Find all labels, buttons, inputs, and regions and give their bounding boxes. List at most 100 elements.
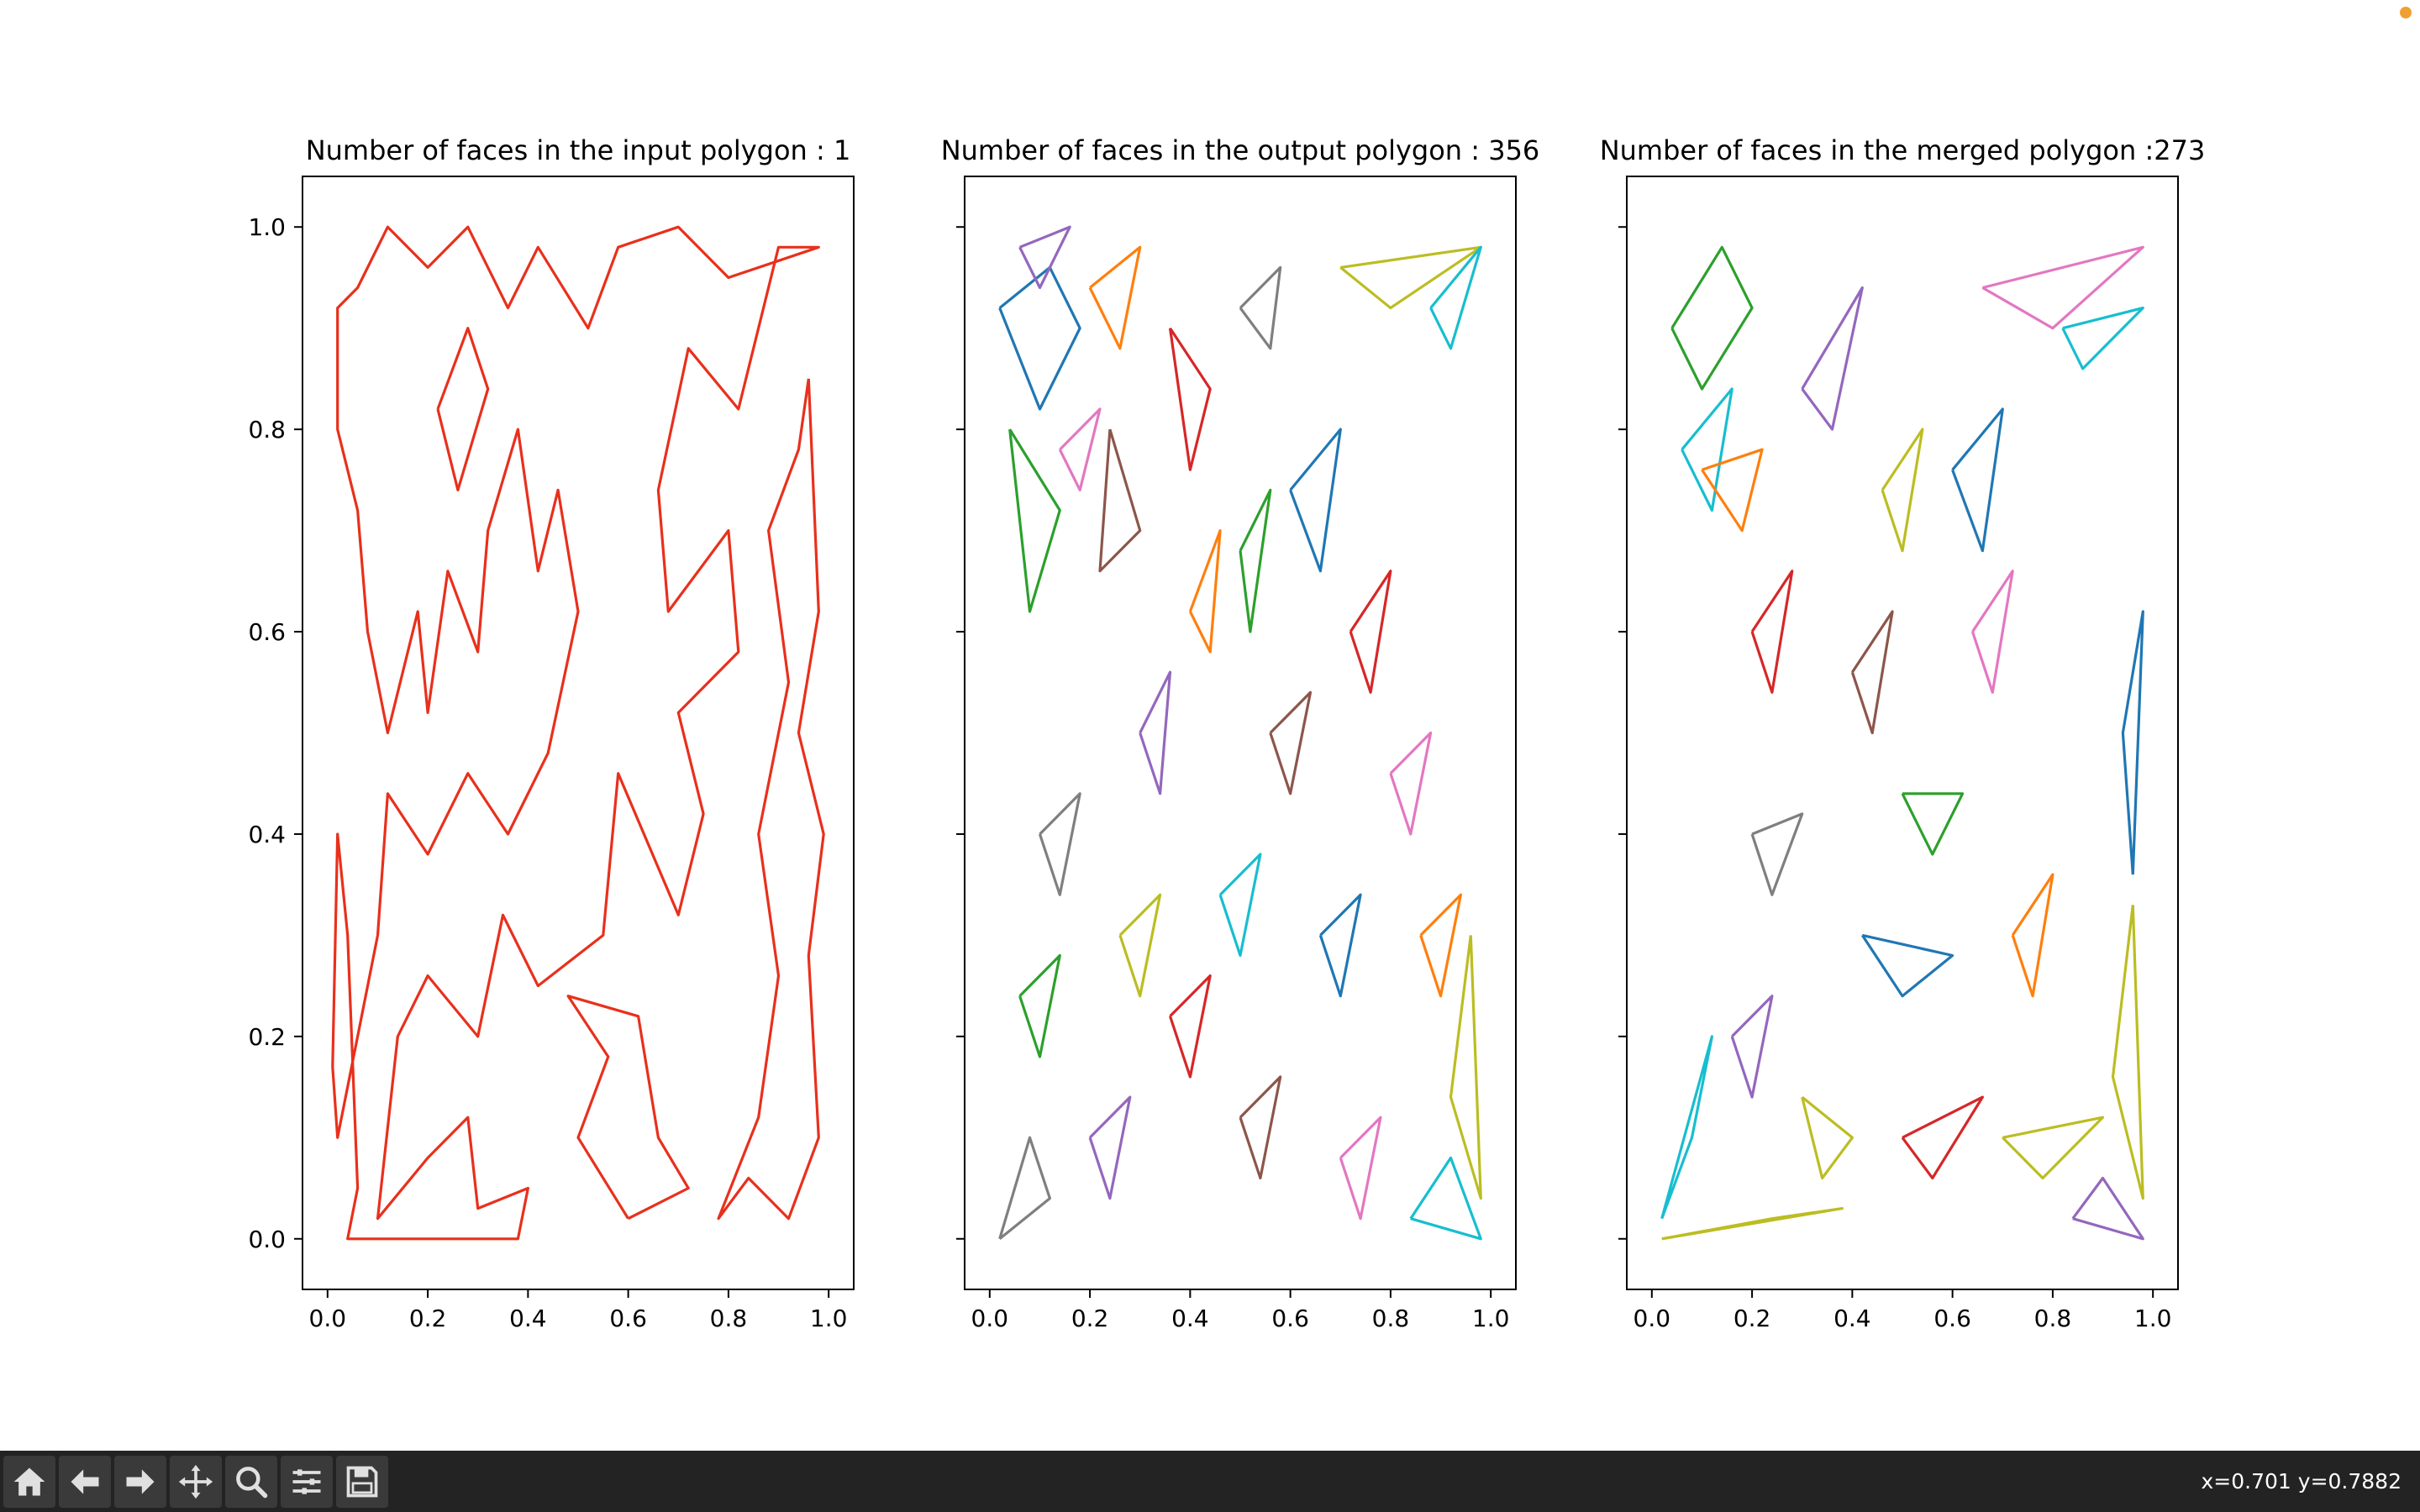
- polygon-edge-series: [1429, 245, 1482, 350]
- forward-icon: [126, 1468, 155, 1494]
- x-tick-label: 0.2: [1733, 1305, 1771, 1332]
- x-tick-label: 0.2: [409, 1305, 447, 1332]
- axes-frame: [302, 176, 855, 1290]
- polygon-edge-series: [1349, 570, 1392, 694]
- polygon-edge-series: [1339, 245, 1482, 310]
- x-tick-label: 0.8: [2034, 1305, 2072, 1332]
- home-button[interactable]: [3, 1455, 55, 1508]
- figure-canvas: Number of faces in the input polygon : 1…: [248, 134, 2206, 1332]
- polygon-edge-series: [1850, 610, 1894, 735]
- polygon-edge-series: [1701, 448, 1764, 533]
- axes-frame: [1626, 176, 2179, 1290]
- polygon-edge-series: [2061, 307, 2144, 370]
- polygon-edge-series: [1269, 690, 1313, 795]
- x-tick-label: 0.8: [710, 1305, 748, 1332]
- save-button[interactable]: [336, 1455, 388, 1508]
- polygon-edge-series: [1038, 792, 1081, 896]
- x-tick-label: 0.8: [1372, 1305, 1410, 1332]
- polygon-edge-series: [1661, 1206, 1844, 1241]
- polygon-edge-series: [1750, 812, 1804, 896]
- y-tick-label: 0.2: [248, 1023, 286, 1051]
- polygon-edge-series: [717, 378, 825, 1221]
- axes-frame: [964, 176, 1517, 1290]
- polygon-edge-series: [1449, 935, 1482, 1200]
- status-indicator: [2400, 7, 2412, 18]
- cursor-coordinates: x=0.701 y=0.7882: [2201, 1469, 2402, 1494]
- y-tick-label: 0.6: [248, 618, 286, 646]
- zoom-button[interactable]: [225, 1455, 277, 1508]
- polygon-edge-series: [1860, 933, 1954, 998]
- polygon-edge-series: [1188, 528, 1222, 654]
- home-icon: [13, 1467, 45, 1495]
- polygon-edge-series: [1681, 387, 1733, 512]
- x-tick-label: 0.6: [609, 1305, 647, 1332]
- polygon-edge-series: [1058, 407, 1102, 492]
- polygon-edge-series: [1318, 893, 1362, 998]
- forward-button[interactable]: [114, 1455, 166, 1508]
- polygon-edge-series: [1670, 245, 1754, 391]
- polygon-edge-series: [1409, 1156, 1482, 1241]
- polygon-edge-series: [1801, 1095, 1854, 1180]
- x-tick-label: 0.2: [1071, 1305, 1109, 1332]
- polygon-edge-series: [1018, 225, 1071, 290]
- x-tick-label: 1.0: [810, 1305, 848, 1332]
- x-tick-label: 0.0: [309, 1305, 347, 1332]
- y-tick-label: 1.0: [248, 213, 286, 241]
- series-group: [998, 225, 1482, 1241]
- polygon-edge-series: [1168, 974, 1212, 1079]
- polygon-edge-series: [1901, 1095, 1984, 1180]
- polygon-edge-series: [1660, 1035, 1714, 1220]
- x-tick-label: 0.0: [971, 1305, 1009, 1332]
- polygon-edge-series: [1289, 428, 1342, 573]
- polygon-edge-series: [1118, 893, 1162, 998]
- back-icon: [71, 1468, 99, 1494]
- polygon-edge-series: [1008, 428, 1061, 613]
- x-tick-label: 0.4: [1171, 1305, 1209, 1332]
- x-tick-label: 1.0: [2134, 1305, 2172, 1332]
- y-tick-label: 0.8: [248, 416, 286, 444]
- series-group: [331, 225, 825, 1241]
- polygon-edge-series: [1088, 245, 1142, 350]
- polygon-edge-series: [1981, 245, 2144, 330]
- polygon-edge-series: [2111, 905, 2144, 1200]
- x-tick-label: 1.0: [1472, 1305, 1510, 1332]
- x-tick-label: 0.6: [1271, 1305, 1309, 1332]
- subplot-3: Number of faces in the merged polygon :2…: [1600, 134, 2206, 1332]
- x-tick-label: 0.0: [1634, 1305, 1671, 1332]
- polygon-edge-series: [2002, 1116, 2105, 1180]
- polygon-edge-series: [1239, 265, 1282, 350]
- polygon-edge-series: [436, 327, 490, 492]
- zoom-icon: [236, 1466, 268, 1498]
- polygon-edge-series: [1801, 286, 1864, 431]
- configure-subplots-icon: [292, 1468, 321, 1494]
- configure-subplots-button[interactable]: [281, 1455, 333, 1508]
- polygon-edge-series: [2121, 610, 2144, 875]
- polygon-edge-series: [1339, 1116, 1382, 1221]
- save-icon: [346, 1466, 378, 1497]
- subplot-title: Number of faces in the merged polygon :2…: [1600, 134, 2206, 166]
- pan-button[interactable]: [170, 1455, 222, 1508]
- subplot-2: Number of faces in the output polygon : …: [941, 134, 1540, 1332]
- polygon-edge-series: [2071, 1176, 2144, 1241]
- polygon-edge-series: [1239, 1075, 1282, 1180]
- back-button[interactable]: [59, 1455, 111, 1508]
- x-tick-label: 0.4: [509, 1305, 547, 1332]
- polygon-edge-series: [566, 995, 690, 1221]
- subplot-title: Number of faces in the output polygon : …: [941, 134, 1540, 166]
- polygon-edge-series: [2011, 873, 2054, 998]
- polygon-edge-series: [1419, 893, 1463, 998]
- subplot-1: Number of faces in the input polygon : 1…: [248, 134, 855, 1332]
- polygon-edge-series: [1098, 428, 1142, 573]
- polygon-edge-series: [1168, 327, 1212, 471]
- polygon-edge-series: [1901, 792, 1965, 856]
- navigation-toolbar: x=0.701 y=0.7882: [0, 1451, 2420, 1512]
- y-tick-label: 0.4: [248, 821, 286, 848]
- polygon-edge-series: [998, 265, 1081, 411]
- series-group: [1660, 245, 2144, 1241]
- polygon-edge-series: [1730, 995, 1774, 1099]
- polygon-edge-series: [1218, 853, 1262, 958]
- polygon-edge-series: [1139, 670, 1172, 795]
- polygon-edge-series: [1750, 570, 1794, 694]
- polygon-edge-series: [1970, 570, 2014, 694]
- polygon-edge-series: [1088, 1095, 1132, 1200]
